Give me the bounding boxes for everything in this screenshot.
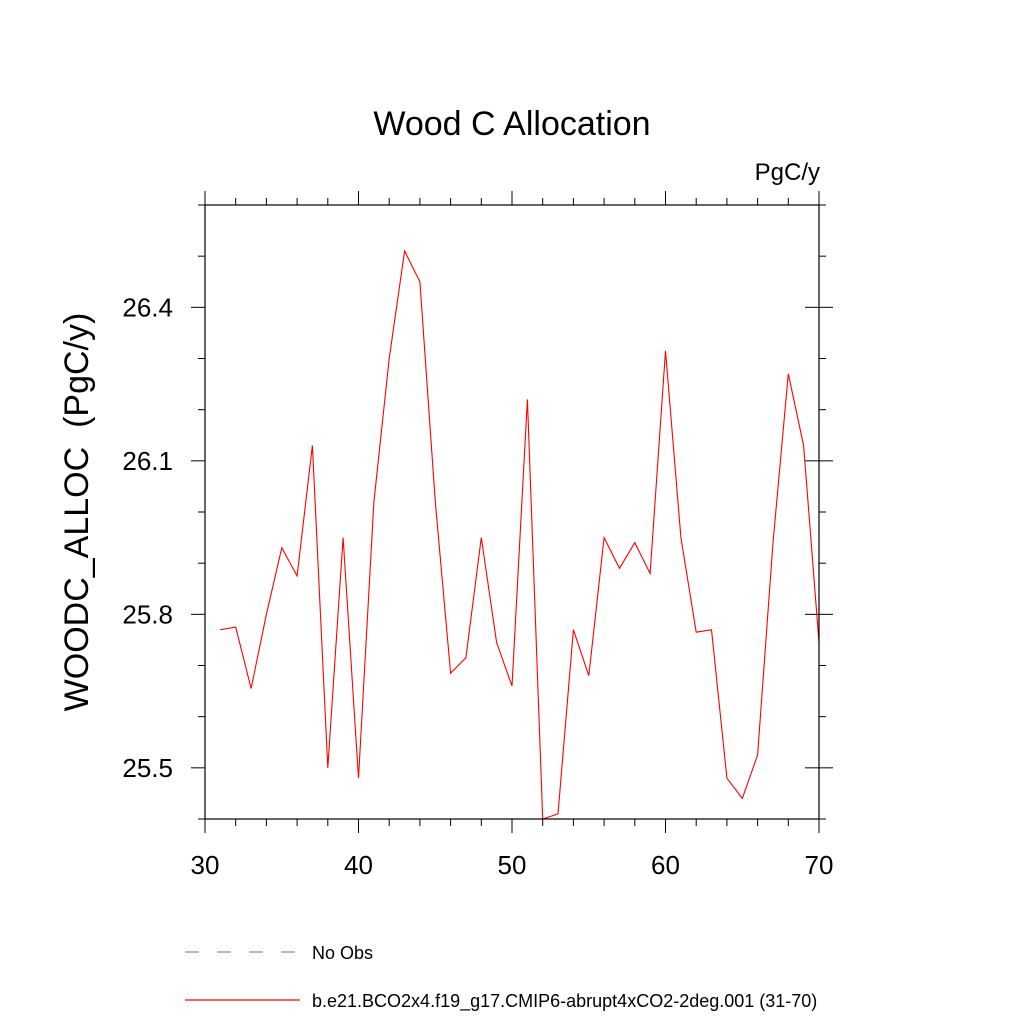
y-tick-label: 25.8 xyxy=(122,599,173,629)
y-tick-label: 26.1 xyxy=(122,446,173,476)
tick-labels: 30 40 50 60 70 25.5 25.8 26.1 26.4 xyxy=(122,292,833,880)
legend-label-no-obs: No Obs xyxy=(312,943,373,963)
x-tick-label: 40 xyxy=(344,850,373,880)
axis-ticks xyxy=(191,191,833,833)
y-axis-label: WOODC_ALLOC (PgC/y) xyxy=(58,313,96,712)
series-line-0 xyxy=(220,249,820,820)
chart-title: Wood C Allocation xyxy=(373,105,650,143)
legend: No Obs b.e21.BCO2x4.f19_g17.CMIP6-abrupt… xyxy=(185,943,817,1012)
y-tick-label: 25.5 xyxy=(122,753,173,783)
x-tick-label: 30 xyxy=(191,850,220,880)
legend-label-model-run: b.e21.BCO2x4.f19_g17.CMIP6-abrupt4xCO2-2… xyxy=(312,991,817,1012)
x-tick-label: 60 xyxy=(651,850,680,880)
x-tick-label: 50 xyxy=(498,850,527,880)
x-tick-label: 70 xyxy=(805,850,834,880)
series-lines xyxy=(220,249,820,820)
plot-frame xyxy=(204,204,820,820)
chart-units-label: PgC/y xyxy=(755,159,820,186)
y-tick-label: 26.4 xyxy=(122,292,173,322)
